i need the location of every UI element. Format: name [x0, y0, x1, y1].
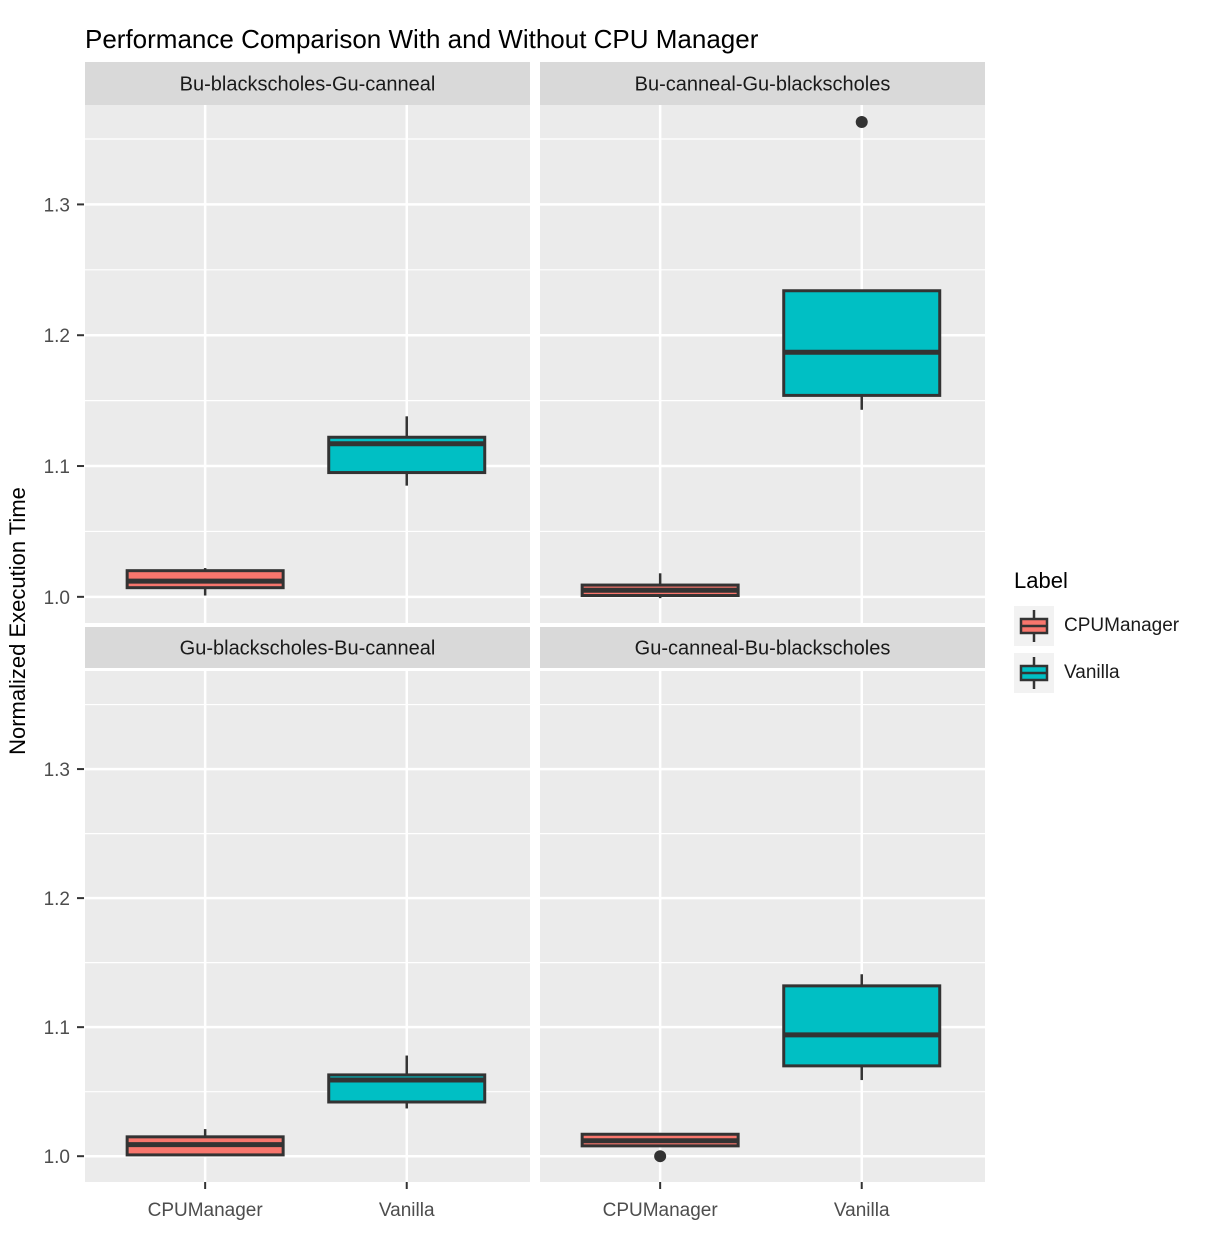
y-tick-label: 1.3 [44, 760, 70, 781]
x-tick-label: Vanilla [379, 1200, 435, 1221]
outlier-point [855, 116, 868, 129]
facet-strip-title: Bu-blackscholes-Gu-canneal [180, 74, 436, 96]
facet-strip-title: Gu-blackscholes-Bu-canneal [180, 638, 436, 660]
y-tick-label: 1.1 [44, 1018, 70, 1039]
boxplot-box [782, 289, 942, 397]
outlier-point [654, 1150, 667, 1163]
y-tick-label: 1.2 [44, 326, 70, 347]
facet-strip [85, 627, 530, 668]
x-tick-label: CPUManager [148, 1200, 264, 1221]
legend-item-label: Vanilla [1064, 662, 1120, 683]
facet-strip-title: Gu-canneal-Bu-blackscholes [635, 638, 891, 660]
y-tick-label: 1.3 [44, 195, 70, 216]
boxplot-key-icon [1014, 606, 1054, 646]
legend-title: Label [1014, 568, 1068, 593]
facet-strip [85, 62, 530, 105]
facet-strip [540, 62, 985, 105]
facet-strip-title: Bu-canneal-Gu-blackscholes [635, 74, 891, 96]
x-tick-label: CPUManager [603, 1200, 719, 1221]
legend-item-cpumanager: CPUManager [1014, 606, 1179, 646]
y-tick-label: 1.0 [44, 1147, 70, 1168]
x-tick-label: Vanilla [834, 1200, 890, 1221]
y-tick-label: 1.1 [44, 457, 70, 478]
facet-panel [540, 671, 985, 1182]
facet-panel [85, 671, 530, 1182]
chart-title: Performance Comparison With and Without … [85, 24, 759, 54]
facet-strip [540, 627, 985, 668]
legend-item-vanilla: Vanilla [1014, 653, 1179, 693]
boxplot-key-icon [1014, 653, 1054, 693]
y-tick-label: 1.2 [44, 889, 70, 910]
boxplot-box [782, 984, 942, 1068]
legend: Label CPUManager Vanilla [1014, 568, 1179, 700]
legend-item-label: CPUManager [1064, 615, 1180, 636]
facet-panel [85, 105, 530, 623]
y-tick-label: 1.0 [44, 588, 70, 609]
